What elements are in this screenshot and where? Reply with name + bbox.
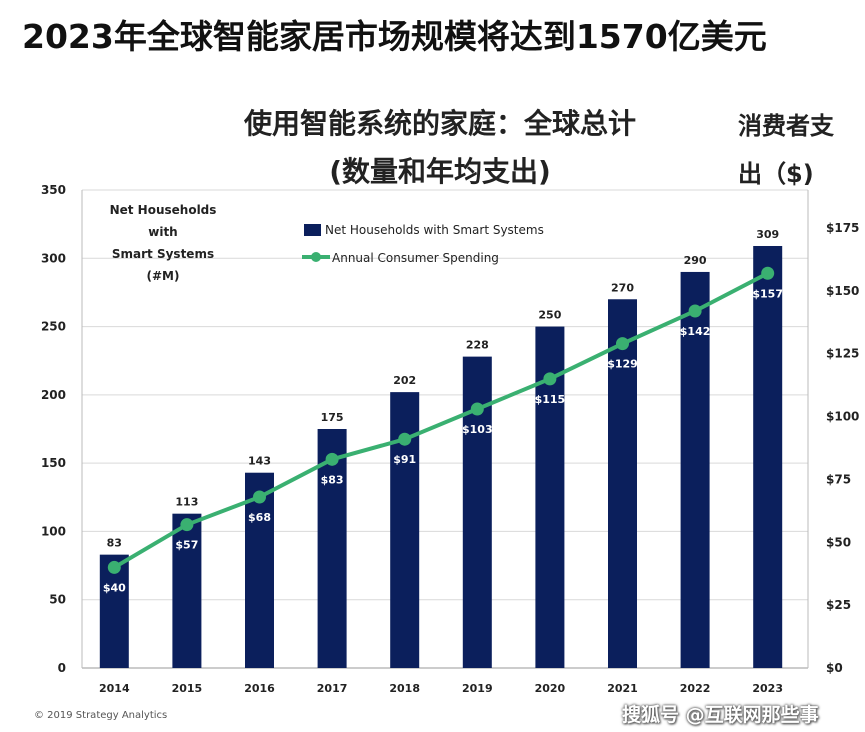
y-tick-label: 50	[49, 593, 66, 607]
spending-point-2019	[470, 402, 484, 416]
chart-subtitle-line-2: (数量和年均支出)	[329, 155, 551, 188]
bar-value-label: 202	[393, 374, 416, 387]
bar-value-label: 143	[248, 455, 271, 468]
x-tick-label: 2014	[99, 682, 130, 695]
bar-value-label: 175	[321, 411, 344, 424]
spending-point-2021	[616, 337, 629, 351]
page-headline: 2023年全球智能家居市场规模将达到1570亿美元	[22, 17, 767, 56]
spending-value-label: $129	[607, 358, 638, 371]
bar-2021	[608, 299, 637, 668]
y-tick-label: 250	[41, 320, 66, 334]
spending-point-2015	[180, 518, 194, 532]
right-axis-title-line-1: 消费者支	[738, 112, 834, 140]
y-axis-title-line: Net Households	[110, 203, 217, 217]
spending-point-2022	[688, 304, 702, 318]
y-tick-label: 200	[41, 388, 66, 402]
x-tick-label: 2015	[172, 682, 203, 695]
watermark: 搜狐号 @互联网那些事	[622, 704, 819, 726]
legend-bar-swatch	[304, 224, 321, 236]
spending-value-label: $142	[680, 325, 711, 338]
chart-subtitle: 使用智能系统的家庭：全球总计 (数量和年均支出)	[200, 100, 680, 196]
x-tick-label: 2023	[752, 682, 783, 695]
spending-value-label: $157	[752, 287, 783, 300]
y2-tick-label: $50	[826, 535, 851, 549]
spending-value-label: $103	[462, 423, 493, 436]
legend-line-marker	[311, 252, 321, 262]
spending-value-label: $68	[248, 511, 271, 524]
bar-2023	[753, 245, 783, 668]
y2-tick-label: $125	[826, 347, 859, 361]
y2-tick-label: $100	[826, 410, 859, 424]
bar-value-label: 83	[107, 537, 122, 550]
bar-value-label: 228	[466, 339, 489, 352]
right-axis-title: 消费者支 出（$)	[738, 102, 858, 198]
legend-bar-label: Net Households with Smart Systems	[325, 223, 544, 237]
x-tick-label: 2018	[389, 682, 420, 695]
spending-point-2023	[761, 266, 775, 280]
bar-value-label: 309	[756, 228, 779, 241]
y-axis-title-line: with	[148, 225, 177, 239]
chart-subtitle-line-1: 使用智能系统的家庭：全球总计	[243, 107, 636, 140]
x-tick-label: 2020	[535, 682, 566, 695]
y-axis-title-line: Smart Systems	[112, 247, 214, 261]
bar-2016	[245, 472, 274, 668]
bar-value-label: 290	[684, 254, 707, 267]
x-tick-label: 2017	[317, 682, 348, 695]
y2-tick-label: $25	[826, 598, 851, 612]
right-axis-title-line-2: 出（$)	[738, 160, 814, 188]
y-tick-label: 350	[41, 183, 66, 197]
bar-value-label: 250	[538, 309, 561, 322]
x-tick-label: 2016	[244, 682, 275, 695]
copyright-note: © 2019 Strategy Analytics	[34, 710, 168, 721]
spending-value-label: $115	[535, 393, 566, 406]
x-tick-label: 2022	[680, 682, 711, 695]
spending-point-2020	[543, 372, 557, 386]
bar-2022	[680, 271, 710, 668]
y2-tick-label: $175	[826, 221, 859, 235]
spending-value-label: $57	[175, 539, 198, 552]
bar-2017	[317, 429, 347, 668]
y2-tick-label: $75	[826, 472, 851, 486]
y-tick-label: 0	[58, 661, 66, 675]
y-tick-label: 150	[41, 456, 66, 470]
spending-line	[113, 271, 769, 570]
y-tick-label: 300	[41, 251, 66, 265]
spending-value-label: $83	[321, 473, 344, 486]
spending-value-label: $91	[393, 453, 416, 466]
x-tick-label: 2019	[462, 682, 493, 695]
bar-value-label: 113	[175, 496, 198, 509]
bar-2015	[172, 513, 202, 668]
legend-line-label: Annual Consumer Spending	[332, 251, 499, 265]
y-tick-label: 100	[41, 524, 66, 538]
spending-point-2016	[253, 490, 266, 504]
x-tick-label: 2021	[607, 682, 638, 695]
spending-point-2018	[398, 432, 412, 446]
y2-tick-label: $0	[826, 661, 843, 675]
spending-value-label: $40	[103, 581, 126, 594]
y-axis-title-line: (#M)	[147, 269, 180, 283]
spending-point-2017	[325, 452, 339, 466]
y2-tick-label: $150	[826, 284, 859, 298]
bar-value-label: 270	[611, 281, 634, 294]
spending-point-2014	[107, 560, 121, 574]
